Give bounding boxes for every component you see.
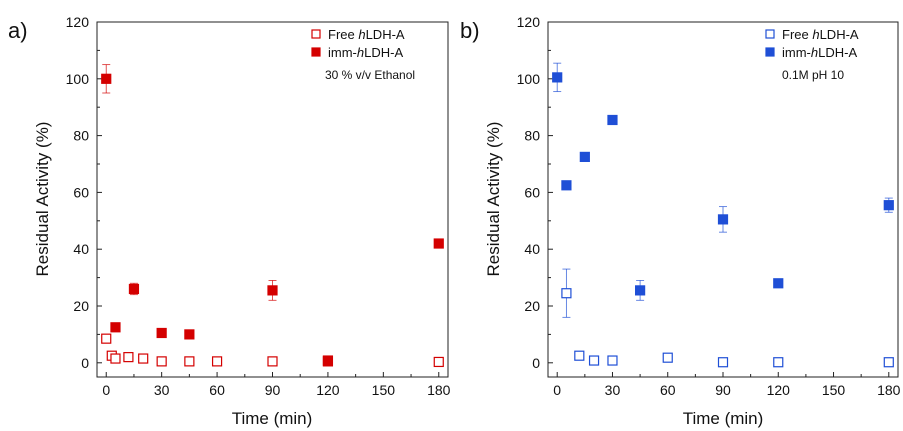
data-point-free: [101, 333, 112, 344]
y-tick-label: 0: [81, 355, 89, 371]
legend-label-imm-a: imm-hLDH-A: [328, 45, 403, 60]
data-point-free: [588, 355, 600, 366]
x-tick-label: 150: [822, 382, 846, 398]
panel-b: b) 0 30 60 90 120 150 180 0 20 40 60 80 100 120 Time …: [460, 14, 901, 428]
data-point-imm: [322, 355, 334, 366]
data-point-free: [123, 352, 134, 363]
data-point-free: [267, 356, 278, 367]
x-tick-label: 0: [102, 382, 110, 398]
data-point-imm: [267, 285, 278, 296]
condition-annotation-b: 0.1M pH 10: [782, 68, 844, 82]
data-point-free: [211, 356, 223, 367]
x-tick-label: 120: [316, 382, 340, 398]
y-axis-title-b: Residual Activity (%): [484, 122, 503, 277]
x-tick-label: 150: [372, 382, 396, 398]
data-marks-b: [552, 62, 894, 368]
legend-marker-free-a: [311, 29, 321, 39]
axis-ticks-a: 0 30 60 90 120 150 180 0 20 40 60 80 100 120: [66, 14, 451, 398]
data-point-free: [433, 356, 444, 368]
x-tick-label: 30: [605, 382, 621, 398]
legend-marker-free-b: [765, 29, 775, 39]
data-point-imm: [635, 285, 646, 296]
data-point-imm: [561, 180, 572, 191]
x-tick-label: 60: [660, 382, 676, 398]
axis-ticks-b: 0 30 60 90 120 150 180 0 20 40 60 80 100 120: [517, 14, 901, 398]
data-point-free: [607, 355, 618, 366]
y-tick-label: 20: [73, 298, 89, 314]
x-tick-label: 0: [553, 382, 561, 398]
legend-marker-imm-b: [765, 47, 775, 57]
plot-frame-b: [547, 21, 899, 378]
data-point-imm: [156, 327, 167, 339]
x-tick-label: 180: [427, 382, 451, 398]
data-point-imm: [883, 200, 894, 211]
data-point-imm: [717, 214, 729, 225]
y-tick-label: 40: [524, 241, 540, 257]
data-point-imm: [433, 238, 444, 249]
condition-annotation-a: 30 % v/v Ethanol: [325, 68, 415, 82]
data-point-free: [561, 288, 572, 299]
data-point-free: [574, 350, 585, 361]
x-tick-label: 60: [209, 382, 225, 398]
data-point-imm: [552, 72, 563, 83]
legend-label-free-a: Free hLDH-A: [328, 27, 405, 42]
panel-a: a) 0 30 60 90 120 150 180 0 20 40 60 80 100 120 Time …: [8, 14, 451, 428]
data-point-free: [110, 353, 121, 364]
x-tick-label: 180: [877, 382, 901, 398]
y-tick-label: 40: [73, 241, 89, 257]
data-point-imm: [579, 151, 590, 162]
y-tick-label: 120: [66, 14, 90, 30]
data-point-imm: [184, 329, 195, 340]
x-tick-label: 90: [715, 382, 731, 398]
legend-b: Free hLDH-A imm-hLDH-A 0.1M pH 10: [765, 27, 859, 82]
legend-label-free-b: Free hLDH-A: [782, 27, 859, 42]
data-point-imm: [128, 283, 140, 295]
data-point-imm: [773, 278, 784, 289]
data-point-imm: [110, 322, 121, 333]
data-point-imm: [607, 114, 618, 126]
data-point-free: [717, 357, 729, 368]
data-point-imm: [101, 73, 112, 84]
data-point-free: [883, 357, 894, 368]
y-tick-label: 0: [532, 355, 540, 371]
y-tick-label: 80: [73, 128, 89, 144]
x-tick-label: 30: [154, 382, 170, 398]
legend-a: Free hLDH-A imm-hLDH-A 30 % v/v Ethanol: [311, 27, 415, 82]
data-point-free: [156, 356, 167, 367]
x-axis-title-a: Time (min): [232, 409, 313, 428]
x-axis-title-b: Time (min): [683, 409, 764, 428]
y-tick-label: 100: [517, 71, 541, 87]
y-axis-title-a: Residual Activity (%): [33, 122, 52, 277]
data-point-free: [184, 356, 195, 367]
y-tick-label: 120: [517, 14, 541, 30]
panel-b-label: b): [460, 18, 480, 43]
data-point-free: [773, 357, 784, 368]
y-tick-label: 80: [524, 128, 540, 144]
y-tick-label: 60: [73, 184, 89, 200]
legend-label-imm-b: imm-hLDH-A: [782, 45, 857, 60]
y-tick-label: 60: [524, 184, 540, 200]
y-tick-label: 100: [66, 71, 90, 87]
x-tick-label: 120: [767, 382, 791, 398]
panel-a-label: a): [8, 18, 28, 43]
legend-marker-imm-a: [311, 47, 321, 57]
data-point-free: [662, 352, 673, 363]
x-tick-label: 90: [265, 382, 281, 398]
data-point-free: [138, 353, 149, 364]
data-marks-a: [101, 64, 444, 368]
y-tick-label: 20: [524, 298, 540, 314]
